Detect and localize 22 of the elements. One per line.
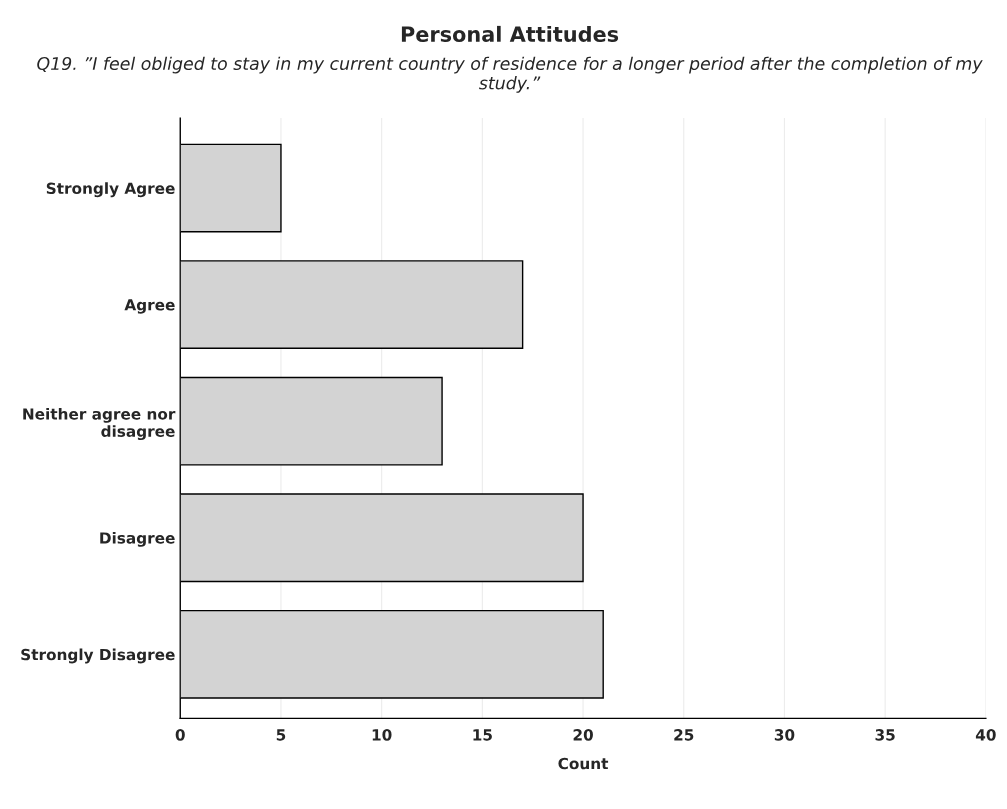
y-tick-label: Neither agree nor disagree: [23, 407, 176, 441]
y-tick-label: Agree: [124, 299, 175, 314]
x-tick-label: 5: [276, 729, 286, 741]
y-tick-label: Strongly Disagree: [21, 648, 175, 664]
bar: [180, 376, 443, 466]
x-tick-label: 0: [175, 729, 185, 741]
x-axis-title: Count: [558, 757, 609, 770]
chart-title: Personal Attitudes: [401, 25, 619, 43]
bar: [180, 493, 584, 583]
x-tick-label: 30: [774, 729, 795, 741]
x-tick-label: 25: [674, 729, 694, 741]
x-tick-label: 10: [372, 729, 392, 741]
bar: [180, 609, 604, 699]
x-tick-label: 35: [875, 729, 895, 741]
chart-subtitle: Q19. ”I feel obliged to stay in my current country of residence for a longer period after the completion of my study.”: [37, 56, 983, 93]
x-tick-label: 40: [975, 729, 996, 741]
bar: [180, 260, 524, 350]
y-tick-label: Disagree: [100, 531, 175, 547]
y-tick-label: Strongly Agree: [46, 182, 175, 198]
bar: [180, 143, 282, 233]
x-tick-label: 15: [473, 729, 492, 741]
x-tick-label: 20: [573, 729, 593, 741]
